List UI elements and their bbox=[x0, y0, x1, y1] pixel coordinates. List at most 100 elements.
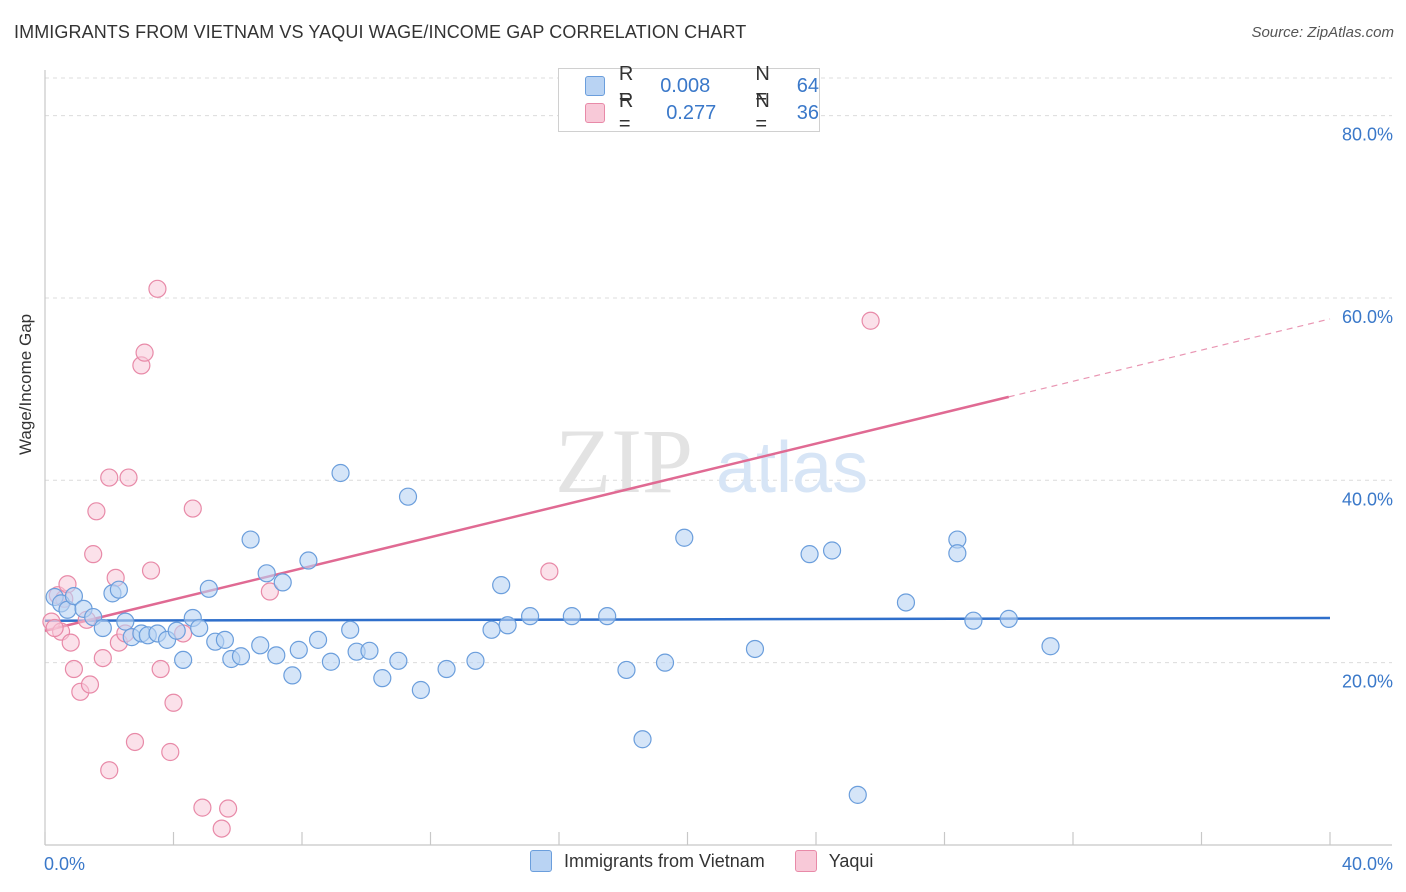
data-point-vietnam bbox=[360, 641, 379, 660]
data-point-vietnam bbox=[199, 579, 218, 598]
data-point-yaqui bbox=[183, 499, 202, 518]
data-point-vietnam bbox=[341, 620, 360, 639]
yaqui-points bbox=[42, 279, 880, 838]
legend-r-value: 0.008 bbox=[660, 74, 711, 97]
data-point-yaqui bbox=[100, 761, 119, 780]
data-point-vietnam bbox=[215, 630, 234, 649]
data-point-vietnam bbox=[675, 528, 694, 547]
data-point-yaqui bbox=[193, 798, 212, 817]
legend-r-label: R = bbox=[618, 90, 634, 135]
y-tick-label: 60.0% bbox=[1342, 307, 1393, 327]
x-axis-ticks bbox=[44, 832, 1331, 845]
data-point-vietnam bbox=[231, 647, 251, 666]
legend-n-value: 36 bbox=[796, 101, 819, 124]
data-point-vietnam bbox=[492, 576, 511, 595]
x-tick-label: 40.0% bbox=[1342, 854, 1393, 874]
trend-line-dashed bbox=[1008, 318, 1331, 398]
stats-legend: R = 0.008 N = 64 R = 0.277 N = 36 bbox=[558, 63, 820, 135]
data-point-yaqui bbox=[260, 582, 279, 601]
legend-swatch-pink bbox=[585, 103, 605, 123]
data-point-vietnam bbox=[251, 636, 270, 655]
y-tick-label: 20.0% bbox=[1342, 672, 1393, 692]
data-point-vietnam bbox=[273, 573, 292, 592]
data-point-vietnam bbox=[800, 545, 819, 564]
data-point-yaqui bbox=[84, 545, 103, 564]
data-point-vietnam bbox=[321, 652, 341, 671]
data-point-vietnam bbox=[411, 680, 430, 700]
data-point-vietnam bbox=[167, 621, 186, 640]
data-point-vietnam bbox=[109, 580, 128, 599]
data-point-yaqui bbox=[151, 659, 170, 679]
data-point-vietnam bbox=[999, 609, 1018, 628]
legend-swatch-blue bbox=[585, 76, 605, 96]
watermark: ZIP atlas bbox=[555, 410, 868, 512]
data-point-vietnam bbox=[896, 593, 916, 612]
legend-r-value: 0.277 bbox=[666, 101, 717, 124]
data-point-yaqui bbox=[861, 311, 880, 330]
series-legend-yaqui: Yaqui bbox=[794, 850, 874, 872]
data-point-vietnam bbox=[964, 611, 983, 630]
data-point-vietnam bbox=[190, 618, 209, 638]
chart-title: IMMIGRANTS FROM VIETNAM VS YAQUI WAGE/IN… bbox=[14, 22, 747, 42]
data-point-vietnam bbox=[633, 730, 652, 749]
data-point-vietnam bbox=[289, 640, 308, 659]
data-point-vietnam bbox=[848, 785, 867, 804]
data-point-vietnam bbox=[520, 607, 540, 626]
data-point-vietnam bbox=[174, 650, 193, 670]
data-point-vietnam bbox=[466, 651, 485, 670]
data-point-vietnam bbox=[299, 551, 318, 570]
data-point-yaqui bbox=[164, 693, 183, 712]
data-point-vietnam bbox=[598, 607, 617, 626]
legend-n-value: 64 bbox=[796, 74, 819, 97]
data-point-yaqui bbox=[161, 742, 180, 762]
grid-lines bbox=[45, 77, 1392, 664]
data-point-vietnam bbox=[373, 669, 392, 688]
data-point-yaqui bbox=[219, 799, 238, 818]
data-point-yaqui bbox=[87, 502, 106, 521]
data-point-vietnam bbox=[498, 616, 517, 635]
data-point-vietnam bbox=[1041, 637, 1060, 656]
y-tick-label: 40.0% bbox=[1342, 489, 1393, 509]
data-point-yaqui bbox=[148, 279, 167, 298]
series-legend: Immigrants from Vietnam Yaqui bbox=[530, 850, 903, 872]
data-point-yaqui bbox=[125, 732, 145, 752]
data-point-yaqui bbox=[100, 468, 119, 487]
series-legend-vietnam: Immigrants from Vietnam bbox=[530, 850, 765, 872]
data-point-vietnam bbox=[655, 653, 675, 672]
series-swatch-pink bbox=[794, 850, 817, 872]
data-point-vietnam bbox=[617, 660, 636, 680]
legend-r-label: R = bbox=[618, 63, 634, 108]
y-axis-label: Wage/Income Gap bbox=[16, 313, 35, 455]
data-point-yaqui bbox=[64, 659, 84, 679]
data-point-vietnam bbox=[64, 586, 84, 606]
series-name-yaqui: Yaqui bbox=[828, 850, 874, 871]
data-point-yaqui bbox=[212, 819, 231, 838]
data-point-vietnam bbox=[93, 618, 112, 638]
data-point-vietnam bbox=[562, 607, 581, 626]
data-point-vietnam bbox=[331, 463, 350, 483]
data-point-yaqui bbox=[61, 633, 80, 652]
data-point-vietnam bbox=[389, 651, 408, 670]
y-tick-labels: 20.0% 40.0% 60.0% 80.0% bbox=[1342, 125, 1393, 692]
vietnam-points bbox=[45, 463, 1060, 804]
x-tick-label: 0.0% bbox=[44, 854, 85, 874]
data-point-yaqui bbox=[119, 468, 138, 487]
data-point-vietnam bbox=[745, 639, 765, 659]
data-point-vietnam bbox=[398, 487, 418, 506]
data-point-yaqui bbox=[141, 561, 161, 580]
data-point-vietnam bbox=[822, 541, 842, 560]
x-tick-labels: 0.0% 40.0% bbox=[44, 854, 1393, 874]
data-point-vietnam bbox=[241, 530, 260, 549]
data-point-yaqui bbox=[135, 343, 154, 362]
legend-row-vietnam: R = 0.008 N = 64 bbox=[585, 63, 819, 108]
data-point-vietnam bbox=[267, 646, 286, 665]
data-point-vietnam bbox=[308, 630, 328, 649]
legend-n-label: N = bbox=[755, 63, 770, 108]
data-point-vietnam bbox=[482, 620, 501, 639]
data-point-vietnam bbox=[948, 544, 967, 563]
trend-lines bbox=[44, 318, 1331, 632]
y-tick-label: 80.0% bbox=[1342, 125, 1393, 145]
source-credit: Source: ZipAtlas.com bbox=[1251, 24, 1394, 41]
data-point-vietnam bbox=[283, 666, 302, 685]
